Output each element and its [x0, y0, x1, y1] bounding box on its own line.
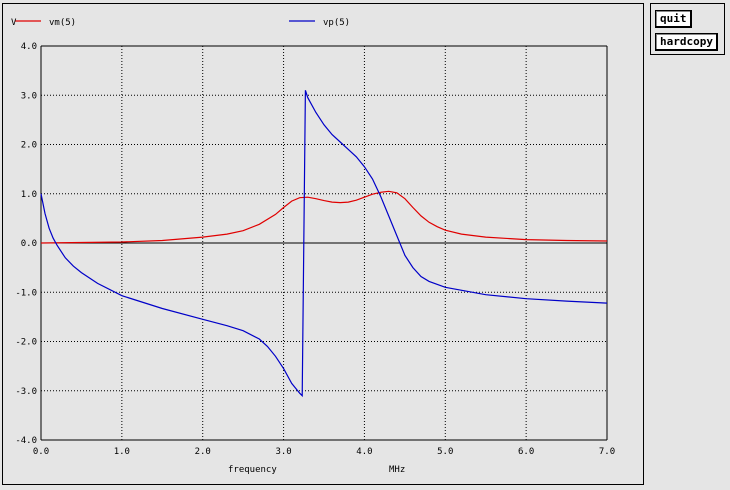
x-tick-label: 4.0	[356, 447, 372, 457]
series-lines	[40, 90, 608, 398]
y-tick-label: -4.0	[15, 436, 37, 446]
y-tick-label: 4.0	[21, 42, 37, 52]
x-tick-label: 1.0	[114, 447, 130, 457]
x-tick-label: 2.0	[195, 447, 211, 457]
x-tick-label: 3.0	[275, 447, 291, 457]
x-tick-label: 7.0	[599, 447, 615, 457]
y-tick-label: -1.0	[15, 288, 37, 298]
button-panel: quit hardcopy	[650, 3, 725, 55]
legend: vm(5) vp(5)	[15, 18, 350, 28]
y-tick-label: 2.0	[21, 141, 37, 151]
hardcopy-button[interactable]: hardcopy	[655, 33, 718, 51]
legend-entry: vm(5)	[49, 18, 76, 28]
axes: 0.0 1.0 2.0 3.0 4.0 5.0 6.0 7.04.03.02.01.00.0-…	[15, 42, 615, 457]
grid	[40, 45, 608, 441]
y-tick-label: 0.0	[21, 239, 37, 249]
series-line-vp(5)	[40, 90, 608, 398]
y-axis-unit-label: V	[11, 18, 17, 28]
y-tick-label: -3.0	[15, 387, 37, 397]
series-line-vm(5)	[40, 190, 608, 244]
x-axis-unit: MHz	[389, 465, 405, 475]
x-tick-label: 6.0	[518, 447, 534, 457]
y-tick-label: 3.0	[21, 91, 37, 101]
quit-button[interactable]: quit	[655, 10, 692, 28]
y-tick-label: -2.0	[15, 338, 37, 348]
legend-entry: vp(5)	[323, 18, 350, 28]
x-tick-label: 0.0	[33, 447, 49, 457]
chart: 0.0 1.0 2.0 3.0 4.0 5.0 6.0 7.04.03.02.01.00.0-…	[11, 18, 615, 475]
x-axis-label: frequency	[228, 465, 277, 475]
x-tick-label: 5.0	[437, 447, 453, 457]
plot-area: 0.0 1.0 2.0 3.0 4.0 5.0 6.0 7.0 4.0 3.0 2.0 1.0 0.0-…	[2, 3, 644, 485]
y-tick-label: 1.0	[21, 190, 37, 200]
